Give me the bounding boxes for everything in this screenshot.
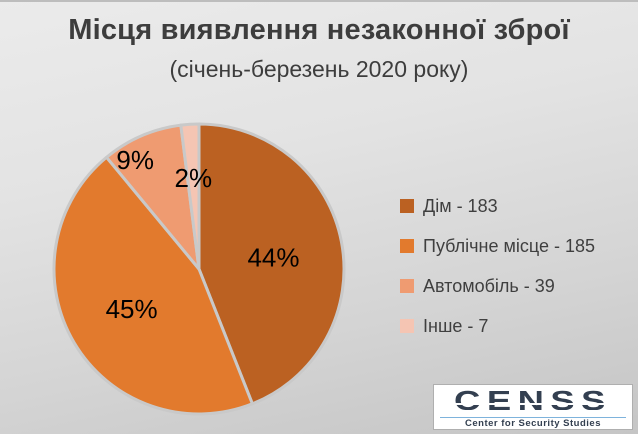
legend-item-other: Інше - 7 [400,315,595,336]
chart-title: Місця виявлення незаконної зброї [68,14,570,46]
pie-percent-label-other: 2% [175,163,213,193]
censs-logo: CENSS Center for Security Studies [433,384,633,430]
legend-label-other: Інше - 7 [423,315,489,336]
legend-item-car: Автомобіль - 39 [400,275,595,296]
chart-subtitle: (січень-березень 2020 року) [169,56,469,82]
top-edge-shade [0,0,638,2]
chart-legend: Дім - 183 Публічне місце - 185 Автомобіль … [400,195,595,357]
pie-percent-label-car: 9% [116,145,154,175]
legend-swatch-car [400,279,414,293]
pie-chart: 44% 45% 9% 2% [49,119,349,419]
pie-slice-car [105,123,201,271]
legend-label-car: Автомобіль - 39 [423,275,555,296]
legend-item-public-place: Публічне місце - 185 [400,235,595,256]
pie-slice-other [179,122,201,271]
logo-divider-line [439,417,627,418]
legend-label-public-place: Публічне місце - 185 [423,235,595,256]
legend-item-home: Дім - 183 [400,195,595,216]
logo-stencil-line [445,410,621,412]
legend-label-home: Дім - 183 [423,195,498,216]
censs-logo-subtitle: Center for Security Studies [465,418,601,429]
pie-percent-label-public-place: 45% [106,294,158,324]
pie-slice-public-place [52,155,254,416]
pie-svg: 44% 45% 9% 2% [52,122,346,416]
legend-swatch-home [400,199,414,213]
pie-percent-label-home: 44% [247,243,299,273]
pie-slice-home [197,122,346,406]
logo-stencil-line [445,403,621,405]
legend-swatch-other [400,319,414,333]
legend-swatch-public-place [400,239,414,253]
